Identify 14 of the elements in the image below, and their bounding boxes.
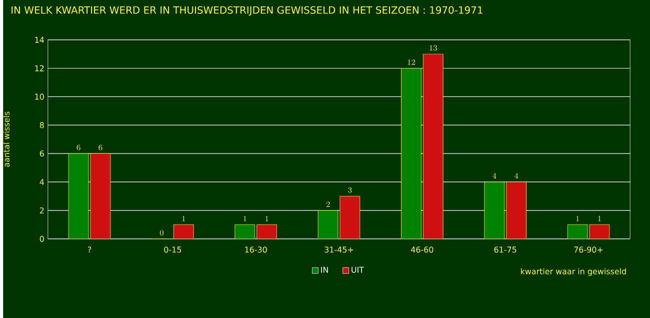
bar: [484, 182, 505, 239]
bar: [589, 224, 610, 239]
bar: [318, 210, 338, 239]
bar: [340, 196, 360, 239]
bar: [90, 153, 111, 239]
bar: [422, 54, 444, 239]
bar: [567, 224, 588, 239]
bar: [173, 224, 194, 239]
bar: [506, 182, 526, 239]
chart-title: IN WELK KWARTIER WERD ER IN THUISWEDSTRIJDEN GEWISSELD IN HET SEIZOEN : 1970-1971: [12, 6, 482, 16]
bar: [401, 68, 422, 239]
bar: [256, 224, 277, 239]
bar: [234, 224, 256, 239]
bar: [68, 153, 89, 239]
